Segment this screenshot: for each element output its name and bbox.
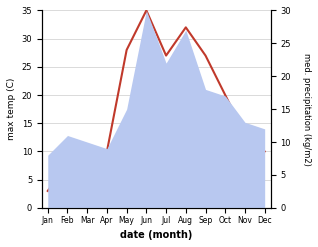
X-axis label: date (month): date (month) <box>120 230 192 240</box>
Y-axis label: max temp (C): max temp (C) <box>7 78 16 140</box>
Y-axis label: med. precipitation (kg/m2): med. precipitation (kg/m2) <box>302 53 311 165</box>
